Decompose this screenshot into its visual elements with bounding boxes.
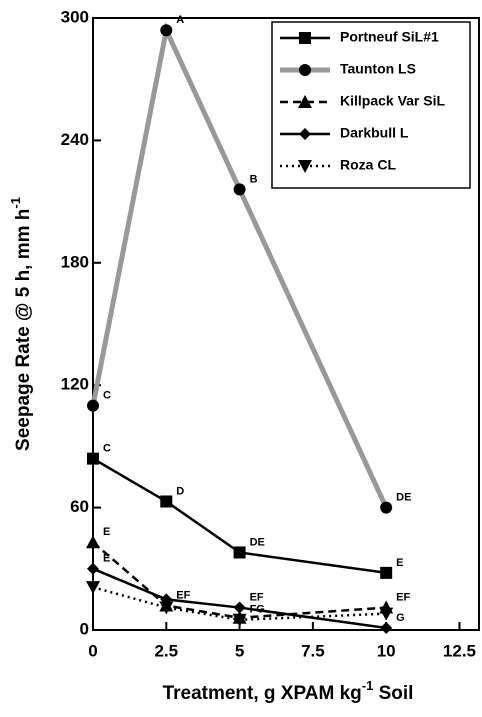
- x-label-text: Treatment, g XPAM kg: [163, 683, 362, 704]
- point-label: D: [176, 485, 184, 497]
- series-line: [90, 22, 389, 509]
- series-line: [92, 457, 387, 575]
- marker: [86, 535, 100, 549]
- marker: [380, 621, 393, 634]
- marker: [298, 160, 312, 173]
- y-axis-label: Seepage Rate @ 5 h, mm h-1: [8, 197, 34, 451]
- point-label: E: [103, 553, 110, 565]
- point-label: C: [103, 443, 111, 455]
- x-tick-label: 10: [377, 641, 396, 660]
- point-label: EF: [396, 591, 410, 603]
- marker: [299, 128, 311, 140]
- point-label: DE: [396, 492, 411, 504]
- y-tick-label: 120: [61, 375, 89, 394]
- point-label: EF: [250, 591, 264, 603]
- legend-box: [271, 21, 471, 189]
- point-label: E: [396, 557, 403, 569]
- point-label: C: [103, 390, 111, 402]
- y-tick-label: 60: [70, 497, 89, 516]
- y-tick-label: 300: [61, 7, 89, 26]
- marker: [160, 495, 173, 508]
- marker: [380, 501, 393, 514]
- point-label: E: [103, 526, 110, 538]
- series-line: [92, 585, 387, 622]
- y-label-text: Seepage Rate @ 5 h, mm h: [13, 209, 34, 451]
- x-label-sup: -1: [362, 678, 374, 693]
- marker: [232, 613, 247, 627]
- marker: [233, 546, 246, 559]
- legend-label: Darkbull L: [340, 125, 409, 141]
- point-label: FG: [250, 604, 265, 616]
- x-label-after: Soil: [373, 683, 413, 704]
- x-tick-label: 12.5: [443, 641, 476, 660]
- x-tick-label: 7.5: [301, 641, 325, 660]
- x-tick-label: 2.5: [154, 641, 178, 660]
- marker: [233, 601, 246, 614]
- point-label: B: [250, 173, 258, 185]
- series-line: [92, 541, 387, 620]
- y-label-sup: -1: [8, 197, 23, 209]
- point-label: G: [396, 612, 405, 624]
- y-tick-label: 180: [61, 252, 89, 271]
- marker: [380, 566, 393, 579]
- marker: [379, 607, 394, 621]
- marker: [233, 183, 246, 196]
- marker: [87, 452, 99, 465]
- marker: [299, 64, 311, 76]
- legend-label: Roza CL: [340, 157, 396, 173]
- x-tick-label: 5: [235, 641, 244, 660]
- marker: [159, 601, 174, 615]
- marker: [87, 562, 99, 575]
- x-tick-label: 0: [88, 641, 97, 660]
- marker: [160, 24, 173, 37]
- point-label: A: [176, 14, 184, 26]
- legend-label: Killpack Var SiL: [340, 93, 445, 109]
- x-axis-label: Treatment, g XPAM kg-1 Soil: [163, 678, 414, 704]
- y-tick-label: 240: [61, 130, 89, 149]
- point-label: DE: [250, 536, 265, 548]
- marker: [298, 95, 312, 108]
- marker: [87, 399, 99, 412]
- marker: [299, 32, 311, 44]
- legend-label: Taunton LS: [340, 61, 416, 77]
- plot-frame: [92, 17, 480, 631]
- y-tick-label: 0: [80, 619, 89, 638]
- point-label: EF: [176, 589, 190, 601]
- legend-label: Portneuf SiL#1: [340, 29, 439, 45]
- marker: [86, 581, 100, 595]
